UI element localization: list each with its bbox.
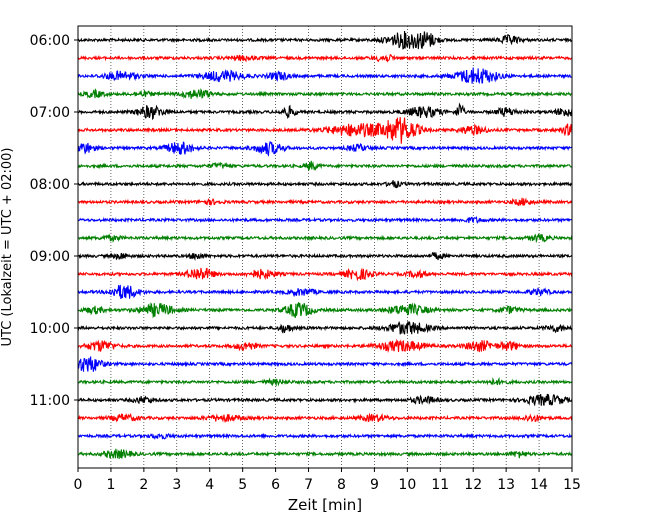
y-tick-label: 11:00	[30, 393, 70, 409]
y-tick-label: 10:00	[30, 321, 70, 337]
trace-0700	[77, 102, 573, 121]
trace-0845	[77, 233, 573, 244]
trace-0945	[77, 302, 573, 319]
trace-1130	[77, 432, 573, 440]
plot-frame	[77, 25, 573, 469]
x-tick-label: 12	[464, 477, 482, 493]
trace-0830	[77, 216, 573, 224]
trace-1000	[77, 320, 573, 335]
trace-0915	[77, 267, 573, 282]
x-tick-label: 2	[139, 477, 148, 493]
x-tick-label: 6	[271, 477, 280, 493]
y-tick-label: 09:00	[30, 249, 70, 265]
x-tick-label: 0	[74, 477, 83, 493]
trace-1115	[77, 412, 573, 424]
trace-0900	[77, 251, 573, 261]
trace-0800	[77, 180, 573, 189]
x-tick-label: 15	[563, 477, 581, 493]
x-axis-ticks: 0 1 2 3 4 5 6 7 8 9 10 11 12 13 14 15	[74, 468, 581, 493]
x-tick-label: 9	[370, 477, 379, 493]
trace-0645	[77, 88, 573, 100]
x-tick-label: 1	[106, 477, 115, 493]
x-tick-label: 3	[172, 477, 181, 493]
x-tick-label: 13	[497, 477, 515, 493]
y-tick-label: 07:00	[30, 105, 70, 121]
trace-0600	[77, 31, 573, 50]
trace-0715	[77, 117, 573, 144]
x-tick-label: 5	[238, 477, 247, 493]
x-tick-label: 7	[304, 477, 313, 493]
trace-1145	[77, 448, 573, 459]
y-axis-title: UTC (Lokalzeit = UTC + 02:00)	[0, 148, 15, 347]
trace-0745	[77, 160, 573, 171]
x-tick-label: 4	[205, 477, 214, 493]
x-tick-label: 10	[398, 477, 416, 493]
trace-1030	[77, 356, 573, 372]
y-axis-ticks: 06:00 07:00 08:00 09:00 10:00 11:00	[30, 33, 78, 409]
trace-0930	[77, 284, 573, 300]
x-tick-label: 14	[530, 477, 548, 493]
trace-0815	[77, 197, 573, 206]
x-tick-label: 11	[431, 477, 449, 493]
trace-0615	[77, 53, 573, 63]
y-tick-label: 08:00	[30, 177, 70, 193]
trace-1100	[77, 393, 573, 407]
trace-0730	[77, 141, 573, 157]
trace-0630	[77, 67, 573, 85]
seismic-traces	[77, 31, 573, 459]
x-tick-label: 8	[337, 477, 346, 493]
y-tick-label: 06:00	[30, 33, 70, 49]
trace-1015	[77, 338, 573, 354]
x-axis-title: Zeit [min]	[288, 496, 362, 514]
trace-1045	[77, 376, 573, 387]
